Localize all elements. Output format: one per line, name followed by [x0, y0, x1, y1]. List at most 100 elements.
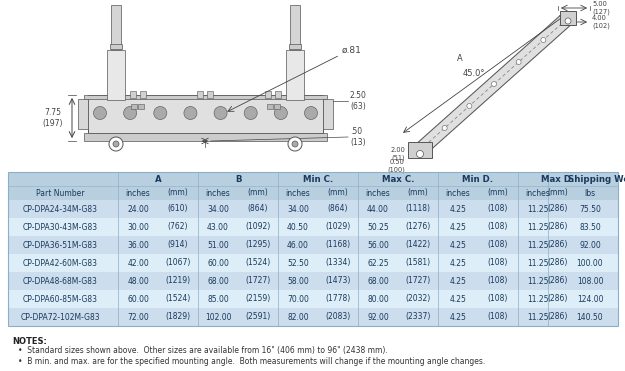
- Text: (108): (108): [488, 204, 508, 213]
- Text: Min D.: Min D.: [462, 174, 494, 184]
- Bar: [289, 44, 301, 49]
- Bar: [111, 5, 121, 50]
- Text: (1219): (1219): [166, 276, 191, 286]
- Text: inches: inches: [206, 188, 231, 197]
- Text: 58.00: 58.00: [287, 276, 309, 286]
- Text: 11.25: 11.25: [528, 240, 549, 250]
- Text: (864): (864): [328, 204, 348, 213]
- Bar: [323, 99, 333, 129]
- Text: 80.00: 80.00: [367, 295, 389, 303]
- Text: CP-DPA24-34M-G83: CP-DPA24-34M-G83: [22, 204, 98, 213]
- Circle shape: [516, 59, 521, 65]
- Text: 34.00: 34.00: [287, 204, 309, 213]
- Text: (1067): (1067): [165, 259, 191, 267]
- Text: 140.50: 140.50: [577, 312, 603, 322]
- Text: inches: inches: [286, 188, 311, 197]
- Text: •  B min. and max. are for the specified mounting angle.  Both measurements will: • B min. and max. are for the specified …: [18, 357, 485, 366]
- Text: (1524): (1524): [166, 295, 191, 303]
- Text: (1029): (1029): [326, 223, 351, 232]
- Text: 4.25: 4.25: [449, 204, 466, 213]
- Text: 4.00
(102): 4.00 (102): [592, 15, 610, 29]
- Text: 72.00: 72.00: [127, 312, 149, 322]
- Bar: [130, 91, 136, 98]
- Text: (2032): (2032): [406, 295, 431, 303]
- Text: (762): (762): [168, 223, 188, 232]
- Text: 11.25: 11.25: [528, 295, 549, 303]
- Bar: [138, 104, 144, 109]
- Text: 40.50: 40.50: [287, 223, 309, 232]
- Text: 4.25: 4.25: [449, 223, 466, 232]
- Text: (mm): (mm): [408, 188, 428, 197]
- Text: 56.00: 56.00: [367, 240, 389, 250]
- Text: 7.75
(197): 7.75 (197): [42, 108, 63, 128]
- Text: (1092): (1092): [246, 223, 271, 232]
- Circle shape: [292, 141, 298, 147]
- Text: 36.00: 36.00: [127, 240, 149, 250]
- Bar: [84, 133, 327, 141]
- Text: (1276): (1276): [406, 223, 431, 232]
- Text: (mm): (mm): [488, 188, 508, 197]
- Text: 45.0°: 45.0°: [462, 69, 485, 79]
- Text: (108): (108): [488, 312, 508, 322]
- Circle shape: [113, 141, 119, 147]
- Text: 5.00
(127): 5.00 (127): [592, 1, 610, 15]
- Text: A: A: [457, 54, 462, 63]
- Circle shape: [154, 106, 167, 119]
- Text: Shipping Weight: Shipping Weight: [568, 174, 625, 184]
- Text: (108): (108): [488, 295, 508, 303]
- Bar: [274, 104, 280, 109]
- Text: (mm): (mm): [248, 188, 268, 197]
- Text: (286): (286): [548, 295, 568, 303]
- Text: (108): (108): [488, 276, 508, 286]
- Text: inches: inches: [126, 188, 151, 197]
- Bar: [8, 172, 618, 326]
- Text: (mm): (mm): [168, 188, 188, 197]
- Bar: [197, 91, 203, 98]
- Bar: [560, 11, 576, 25]
- Text: 4.25: 4.25: [449, 259, 466, 267]
- Text: 50.25: 50.25: [367, 223, 389, 232]
- Circle shape: [442, 125, 447, 131]
- Text: 68.00: 68.00: [207, 276, 229, 286]
- Text: 44.00: 44.00: [367, 204, 389, 213]
- Text: (mm): (mm): [328, 188, 348, 197]
- Text: (1778): (1778): [326, 295, 351, 303]
- Text: (1295): (1295): [246, 240, 271, 250]
- Text: 52.50: 52.50: [287, 259, 309, 267]
- Text: 46.00: 46.00: [287, 240, 309, 250]
- Text: (286): (286): [548, 204, 568, 213]
- Text: (1727): (1727): [406, 276, 431, 286]
- Text: (2337): (2337): [406, 312, 431, 322]
- Text: (610): (610): [168, 204, 188, 213]
- Text: 11.25: 11.25: [528, 276, 549, 286]
- Text: (2083): (2083): [326, 312, 351, 322]
- Circle shape: [541, 37, 546, 43]
- Text: 34.00: 34.00: [207, 204, 229, 213]
- Text: 83.50: 83.50: [579, 223, 601, 232]
- Text: (1524): (1524): [246, 259, 271, 267]
- Bar: [110, 44, 122, 49]
- Circle shape: [288, 137, 302, 151]
- Text: Part Number: Part Number: [36, 188, 84, 197]
- Text: 11.25: 11.25: [528, 259, 549, 267]
- Text: 11.25: 11.25: [528, 312, 549, 322]
- Text: 60.00: 60.00: [127, 295, 149, 303]
- Text: CP-DPA36-51M-G83: CP-DPA36-51M-G83: [22, 240, 98, 250]
- Text: 2.00
(51): 2.00 (51): [390, 147, 405, 161]
- Text: 92.00: 92.00: [367, 312, 389, 322]
- Text: 102.00: 102.00: [205, 312, 231, 322]
- Circle shape: [274, 106, 288, 119]
- Bar: [107, 50, 125, 100]
- Text: 4.25: 4.25: [449, 276, 466, 286]
- Text: (108): (108): [488, 223, 508, 232]
- Text: (286): (286): [548, 259, 568, 267]
- Text: (1168): (1168): [326, 240, 351, 250]
- Bar: [267, 104, 273, 109]
- Circle shape: [94, 106, 106, 119]
- Text: Min C.: Min C.: [303, 174, 333, 184]
- Text: CP-DPA60-85M-G83: CP-DPA60-85M-G83: [22, 295, 98, 303]
- Bar: [140, 91, 146, 98]
- Text: 70.00: 70.00: [287, 295, 309, 303]
- Text: (2591): (2591): [246, 312, 271, 322]
- Text: inches: inches: [526, 188, 551, 197]
